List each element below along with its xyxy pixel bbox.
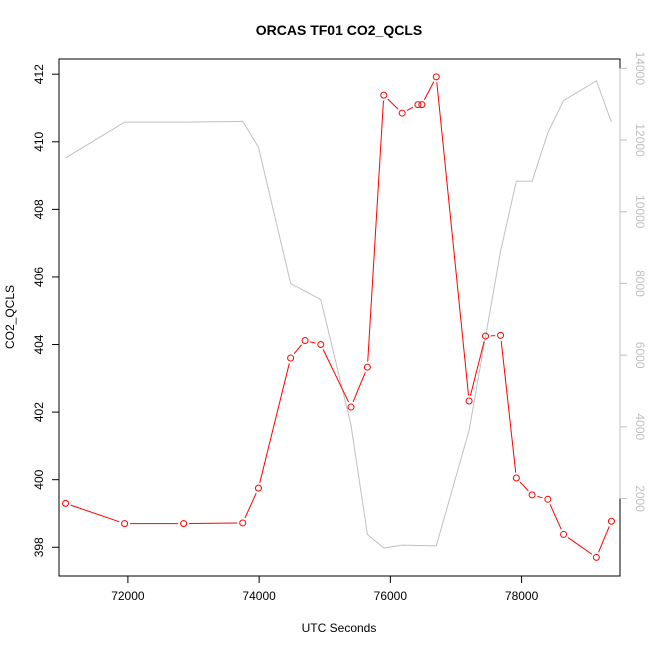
series-segment-co2: [310, 341, 316, 344]
data-point: [432, 73, 440, 81]
data-point: [62, 499, 70, 507]
data-point: [398, 109, 406, 117]
data-point: [607, 517, 615, 525]
x-tick-label: 76000: [374, 589, 408, 603]
y-tick-label: 410: [32, 131, 46, 151]
y2-tick-label: 10000: [633, 195, 647, 229]
series-segment-co2: [549, 504, 562, 530]
series-segment-co2: [469, 341, 485, 396]
data-point: [287, 354, 295, 362]
series-segment-co2: [519, 481, 529, 492]
y-tick-label: 408: [32, 199, 46, 219]
series-segment-co2: [598, 526, 610, 553]
data-point: [481, 332, 489, 340]
data-point: [592, 553, 600, 561]
series-segment-co2: [244, 492, 257, 519]
y2-tick-label: 2000: [633, 485, 647, 512]
chart-title: ORCAS TF01 CO2_QCLS: [256, 22, 422, 38]
y-tick-label: 404: [32, 334, 46, 354]
data-point: [560, 530, 568, 538]
series-segment-co2: [367, 100, 384, 362]
x-axis-label: UTC Seconds: [302, 621, 377, 635]
y2-tick-label: 8000: [633, 270, 647, 297]
y-tick-label: 400: [32, 469, 46, 489]
series-segment-co2: [322, 349, 350, 403]
series-segment-co2: [567, 537, 593, 555]
series-segment-co2: [352, 372, 366, 403]
data-point: [301, 336, 309, 344]
x-tick-label: 78000: [505, 589, 539, 603]
data-point: [512, 474, 520, 482]
series-segment-co2: [293, 344, 302, 355]
data-point: [465, 397, 473, 405]
data-point: [347, 403, 355, 411]
y-tick-label: 406: [32, 267, 46, 287]
data-point: [363, 363, 371, 371]
series-segment-co2: [189, 522, 238, 525]
data-point: [544, 495, 552, 503]
data-point: [380, 91, 388, 99]
series-segment-co2: [500, 340, 517, 473]
y-axis-label: CO2_QCLS: [3, 285, 17, 349]
x-tick-label: 74000: [242, 589, 276, 603]
y2-axis: 2000 4000 6000 8000 10000 12000 14000: [619, 52, 647, 512]
y-axis: 398 400 402 404 406 408 410 412: [32, 64, 60, 557]
y2-tick-label: 14000: [633, 52, 647, 86]
data-point: [317, 341, 325, 349]
series-segment-co2: [406, 106, 414, 111]
x-tick-label: 72000: [111, 589, 145, 603]
series-segment-co2: [537, 495, 543, 499]
series-layer: [62, 73, 615, 561]
series-segment-co2: [259, 363, 290, 483]
y2-tick-label: 6000: [633, 342, 647, 369]
y2-tick-label: 4000: [633, 414, 647, 441]
data-point: [497, 331, 505, 339]
series-segment-co2: [387, 98, 399, 110]
x-axis: 72000 74000 76000 78000: [111, 575, 539, 603]
series-line-altitude: [65, 80, 612, 549]
data-point: [121, 520, 129, 528]
plot-frame: [58, 58, 621, 577]
y-tick-label: 398: [32, 537, 46, 557]
series-segment-co2: [436, 82, 470, 396]
data-point: [239, 519, 247, 527]
y-tick-label: 402: [32, 402, 46, 422]
data-point: [418, 101, 426, 109]
y2-tick-label: 12000: [633, 123, 647, 157]
data-point: [528, 491, 536, 499]
data-point: [180, 520, 188, 528]
data-point: [414, 101, 422, 109]
series-segment-co2: [423, 81, 435, 100]
data-point: [254, 484, 262, 492]
series-segment-co2: [70, 504, 120, 523]
y-tick-label: 412: [32, 64, 46, 84]
